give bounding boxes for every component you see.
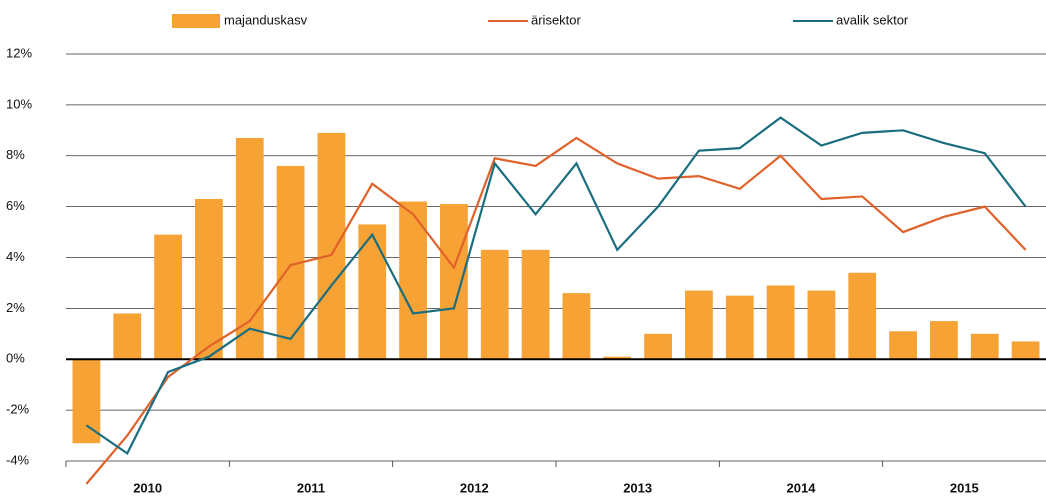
bar (807, 290, 836, 360)
y-tick-label: 0% (6, 351, 25, 366)
bar (848, 272, 877, 360)
bar (644, 333, 672, 360)
bar (685, 290, 713, 360)
bar (562, 293, 591, 360)
legend-swatch (172, 14, 220, 28)
bar (480, 249, 509, 360)
y-tick-label: 4% (6, 249, 25, 264)
bar (889, 331, 917, 360)
bar (970, 333, 999, 360)
legend-label: avalik sektor (836, 12, 909, 27)
bar (725, 295, 754, 360)
bar (603, 356, 632, 360)
x-tick-label: 2015 (950, 480, 979, 495)
x-tick-label: 2012 (460, 480, 489, 495)
y-tick-label: -4% (6, 452, 30, 467)
bar (317, 132, 346, 360)
y-tick-label: 2% (6, 300, 25, 315)
y-tick-label: 8% (6, 147, 25, 162)
legend-label: majanduskasv (224, 12, 308, 27)
y-tick-label: 12% (6, 45, 32, 60)
bar (766, 285, 795, 360)
bar (154, 234, 182, 360)
legend-label: ärisektor (531, 12, 582, 27)
line-series (85, 116, 1027, 455)
y-tick-label: 10% (6, 96, 32, 111)
bar (440, 204, 468, 360)
y-tick-label: 6% (6, 198, 25, 213)
bar (195, 198, 223, 360)
bar (930, 321, 958, 360)
line-series (85, 136, 1027, 485)
bar (358, 224, 387, 360)
x-tick-label: 2010 (133, 480, 162, 495)
bar (521, 249, 550, 360)
x-tick-label: 2013 (623, 480, 652, 495)
y-tick-label: -2% (6, 402, 30, 417)
bar (72, 359, 101, 444)
x-tick-label: 2011 (297, 480, 325, 495)
bar (113, 313, 142, 360)
x-tick-label: 2014 (787, 480, 817, 495)
bar (1011, 341, 1040, 360)
